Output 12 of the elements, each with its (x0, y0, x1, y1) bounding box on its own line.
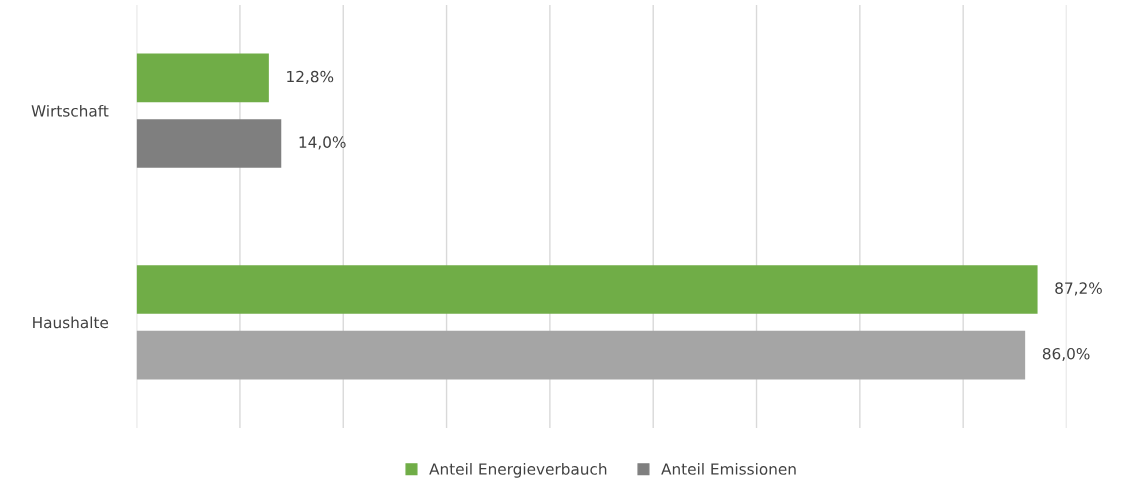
bar (136, 119, 282, 168)
data-label: 86,0% (1042, 347, 1090, 362)
legend-label: Anteil Emissionen (661, 462, 796, 475)
y-tick-label: Haushalte (33, 316, 109, 329)
legend-label: Anteil Energieverbauch (429, 462, 607, 478)
data-label: 87,2% (1055, 282, 1102, 296)
bar (136, 265, 1038, 314)
data-label: 12,8% (287, 70, 334, 84)
bar (136, 53, 269, 103)
data-label: 14,0% (299, 136, 346, 150)
y-tick-label: Wirtschaft (31, 104, 109, 117)
bar (136, 330, 1026, 380)
